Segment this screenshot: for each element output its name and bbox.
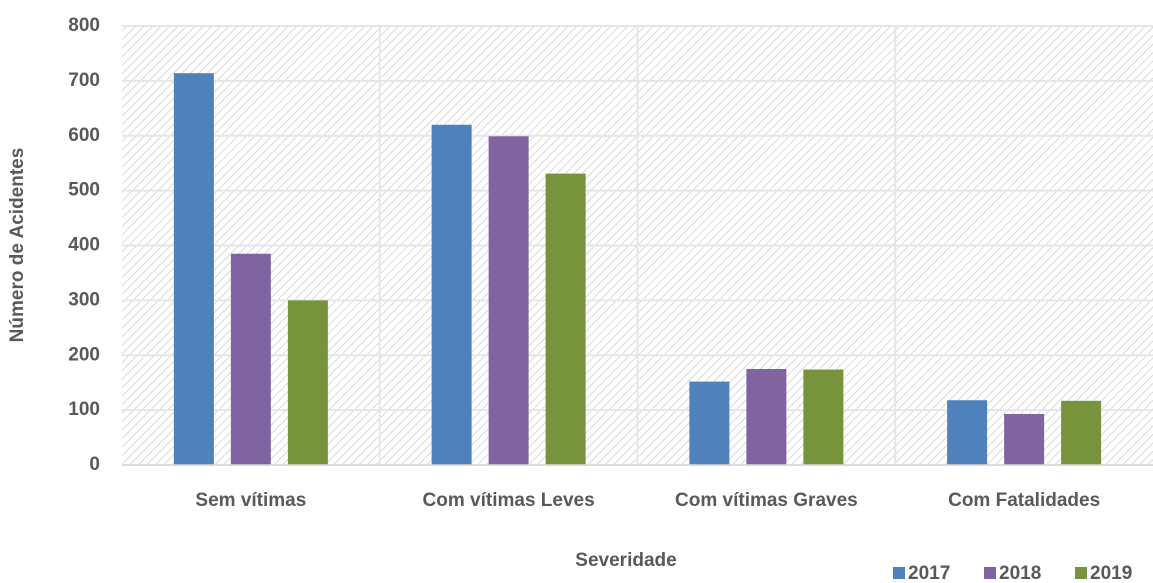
legend-label: 2017 [908,563,950,583]
bar [1061,400,1102,465]
bar [230,253,271,465]
y-tick-label: 300 [68,289,100,310]
bar [746,368,787,465]
x-axis-title: Severidade [575,550,676,571]
bar [689,381,730,465]
y-tick-label: 200 [68,344,100,365]
x-tick-label: Com vítimas Graves [675,490,858,511]
y-tick-label: 0 [89,454,100,475]
bar [431,124,472,466]
bar [488,136,529,465]
y-tick-label: 700 [68,70,100,91]
bar [173,73,214,465]
legend-label: 2019 [1090,563,1132,583]
x-tick-label: Com Fatalidades [948,490,1100,511]
x-tick-label: Sem vítimas [195,490,306,511]
bar [545,173,586,465]
y-tick-label: 400 [68,235,100,256]
legend-swatch [984,567,996,579]
legend-swatch [1075,567,1087,579]
x-tick-label: Com vítimas Leves [423,490,595,511]
y-tick-label: 100 [68,399,100,420]
bar [287,300,328,465]
legend-label: 2018 [999,563,1041,583]
bar [947,400,988,465]
bar [1004,413,1045,465]
bar [803,369,844,465]
y-axis-title: Número de Acidentes [7,148,28,343]
y-tick-label: 800 [68,15,100,36]
y-tick-label: 500 [68,180,100,201]
y-tick-label: 600 [68,125,100,146]
legend-swatch [893,567,905,579]
